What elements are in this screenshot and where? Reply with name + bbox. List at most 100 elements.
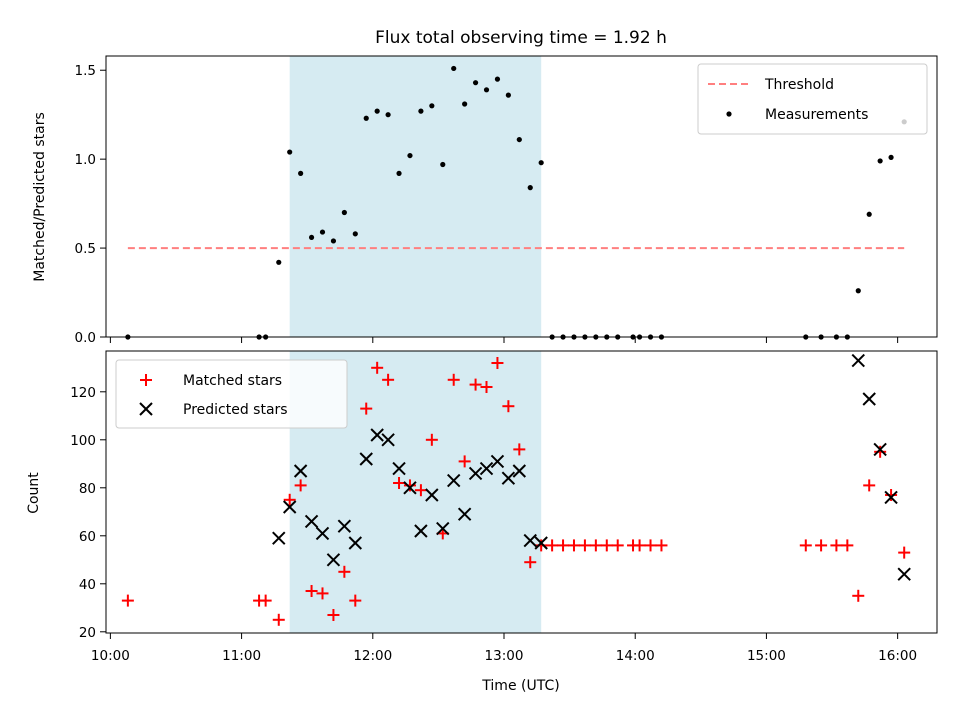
measurement-point <box>287 149 293 155</box>
predicted-star-point-b <box>282 500 297 514</box>
measurement-point <box>877 158 883 164</box>
predicted-star-point-b <box>534 536 548 550</box>
matched-star-point <box>557 539 570 552</box>
bottom-legend-box <box>115 359 348 429</box>
matched-star-point <box>524 556 537 569</box>
legend-predicted-x-b <box>139 402 153 416</box>
top-y-tick-label: 0.0 <box>75 330 96 346</box>
legend-predicted-swatch <box>139 402 153 416</box>
matched-star-point <box>371 361 384 374</box>
measurement-point <box>330 238 337 244</box>
matched-star-point <box>414 484 427 497</box>
bottom-y-tick-label: 80 <box>79 481 96 497</box>
matched-star-point <box>305 585 318 597</box>
predicted-star-point <box>315 526 330 541</box>
matched-star-point <box>425 433 438 446</box>
top-legend: Threshold Measurements <box>697 63 928 135</box>
matched-star-point <box>382 373 395 386</box>
predicted-star-point-b <box>457 507 472 521</box>
matched-star-point <box>874 445 887 458</box>
measurement-point <box>374 108 380 114</box>
matched-star-point <box>393 477 406 489</box>
measurement-point <box>440 161 446 168</box>
measurement-point <box>483 87 490 93</box>
predicted-star-point <box>293 464 308 478</box>
matched-star-point <box>327 609 340 621</box>
x-tick-label: 12:00 <box>353 648 392 664</box>
predicted-star-point-b <box>884 490 898 505</box>
matched-star-point <box>469 378 482 391</box>
measurement-point <box>276 259 282 265</box>
matched-star-point <box>272 613 285 626</box>
measurement-point <box>472 80 479 86</box>
x-tick-label: 11:00 <box>222 648 261 664</box>
measurement-point <box>363 115 369 121</box>
predicted-star-point-b <box>337 519 352 533</box>
predicted-star-point <box>337 519 352 533</box>
matched-star-point <box>294 479 307 492</box>
measurement-point <box>308 234 315 241</box>
bottom-y-tick-label: 100 <box>70 433 96 449</box>
predicted-star-point-b <box>304 514 319 529</box>
predicted-star-point <box>348 536 363 550</box>
matched-star-point <box>815 539 828 552</box>
predicted-star-point-b <box>315 526 330 541</box>
top-x-ticks <box>109 337 899 343</box>
measurement-point <box>494 76 501 82</box>
legend-measurements-label: Measurements <box>765 107 868 123</box>
matched-star-point <box>885 489 898 501</box>
predicted-star-point <box>425 488 439 502</box>
matched-star-point <box>259 594 272 607</box>
legend-matched-swatch <box>140 374 152 386</box>
bottom-y-tick-label: 20 <box>79 625 96 641</box>
predicted-star-point <box>884 490 898 505</box>
matched-star-point <box>458 455 471 468</box>
x-tick-label: 14:00 <box>616 648 655 664</box>
matched-star-point <box>578 539 591 552</box>
measurement-point <box>888 154 894 160</box>
predicted-star-point-b <box>272 531 286 545</box>
measurement-point <box>516 136 522 143</box>
measurement-point <box>527 185 533 191</box>
predicted-star-point <box>392 461 406 476</box>
matched-star-point <box>338 565 351 578</box>
predicted-star-point-b <box>468 466 483 481</box>
matched-star-point <box>349 594 362 607</box>
top-y-ticks: 0.0 0.5 1.0 1.5 <box>75 63 106 346</box>
top-y-tick-label: 1.5 <box>75 63 96 79</box>
predicted-star-point-b <box>425 488 439 502</box>
predicted-star-point <box>414 524 428 538</box>
matched-star-point <box>611 539 624 552</box>
measurement-point <box>855 288 861 294</box>
predicted-star-point <box>370 428 384 442</box>
predicted-star-point <box>403 481 417 495</box>
predicted-star-point-b <box>293 464 308 478</box>
measurement-point <box>429 103 435 109</box>
bottom-legend: Matched stars Predicted stars <box>115 359 348 429</box>
chart-title: Flux total observing time = 1.92 h <box>375 28 667 48</box>
predicted-star-point <box>897 567 911 581</box>
top-panel: 0.0 0.5 1.0 1.5 Matched/Predicted stars Thr… <box>32 55 938 346</box>
predicted-star-point-b <box>523 533 537 548</box>
predicted-star-point-b <box>862 392 876 406</box>
predicted-star-point-b <box>370 428 384 442</box>
predicted-star-point <box>512 464 527 478</box>
predicted-star-point-b <box>501 471 516 485</box>
matched-star-point <box>863 479 876 492</box>
bottom-x-ticks: 10:00 11:00 12:00 13:00 14:00 15:00 16:00 <box>91 633 917 664</box>
matched-stars-points <box>121 357 911 626</box>
measurement-point <box>418 108 424 114</box>
measurement-point <box>505 92 511 98</box>
predicted-star-point-b <box>479 461 494 476</box>
x-tick-label: 10:00 <box>91 648 130 664</box>
predicted-star-point <box>479 461 494 476</box>
x-axis-label: Time (UTC) <box>481 678 559 694</box>
matched-star-point <box>898 546 911 559</box>
predicted-stars-points <box>272 353 911 581</box>
matched-star-point <box>830 539 843 552</box>
predicted-star-point <box>873 442 887 457</box>
matched-star-point <box>480 381 493 393</box>
matched-star-point <box>655 539 668 552</box>
measurement-point <box>341 209 347 216</box>
matched-star-point <box>502 400 515 413</box>
